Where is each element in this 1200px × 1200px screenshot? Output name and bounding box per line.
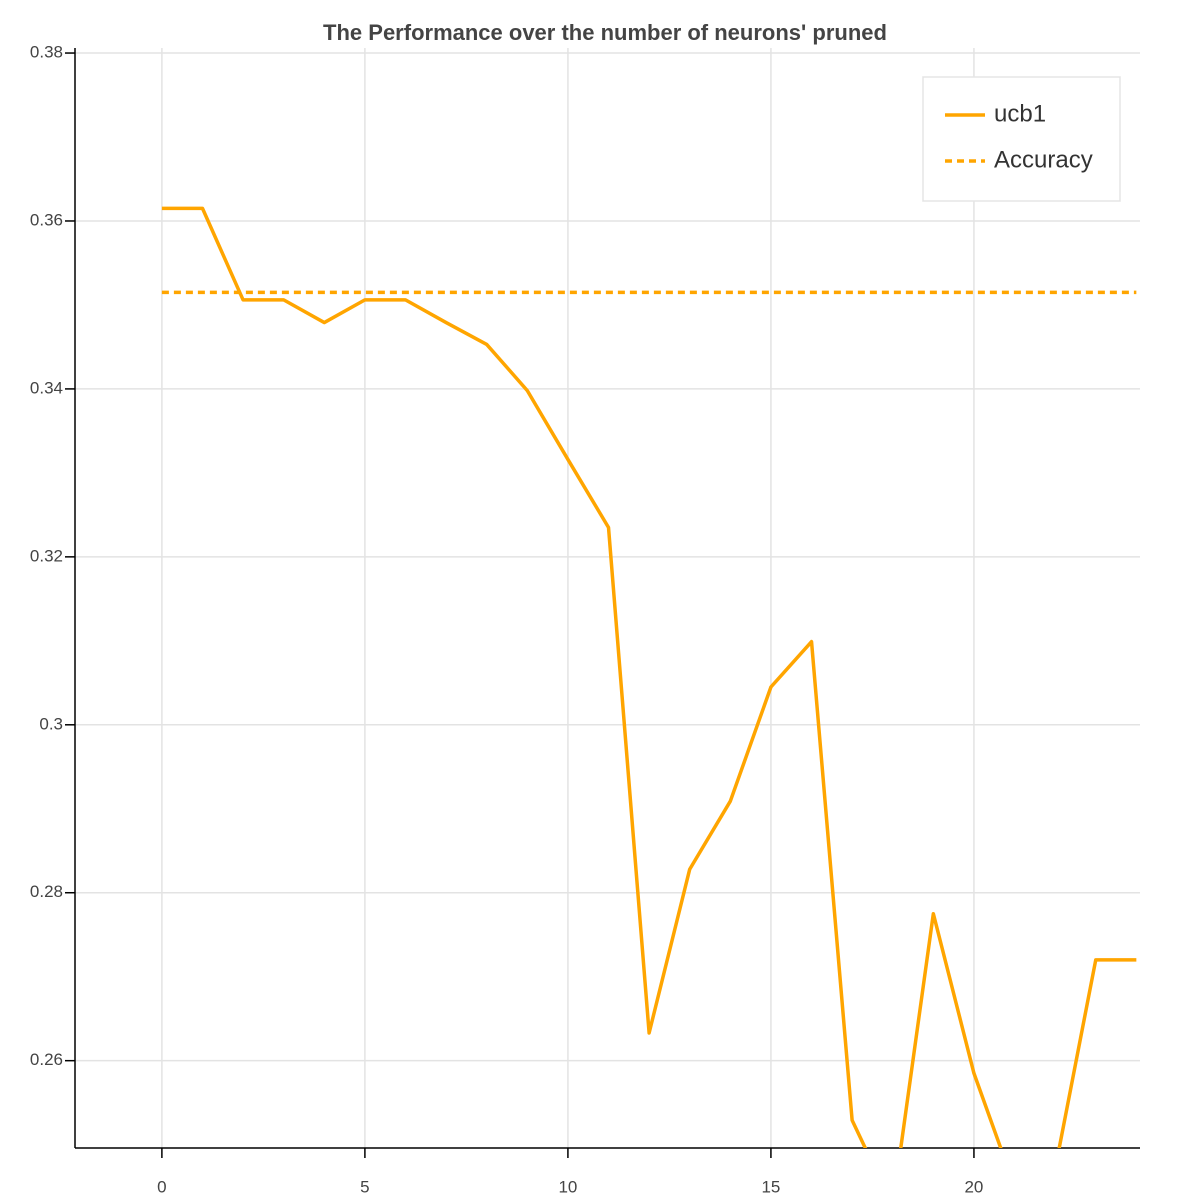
x-tick-label: 15 [761,1177,780,1196]
y-tick-label: 0.34 [30,378,63,397]
x-tick-label: 5 [360,1177,369,1196]
legend-label: ucb1 [994,100,1046,127]
plot-area [161,206,1137,1148]
y-tick-label: 0.32 [30,546,63,565]
y-tick-label: 0.36 [30,210,63,229]
legend-label: Accuracy [994,146,1093,173]
chart-title: The Performance over the number of neuro… [323,20,887,45]
x-tick-label: 10 [558,1177,577,1196]
x-tick-label: 0 [157,1177,166,1196]
x-tick-label: 20 [964,1177,983,1196]
y-tick-label: 0.3 [39,714,63,733]
line-series [161,206,1137,1148]
y-tick-label: 0.38 [30,43,63,62]
y-tick-label: 0.26 [30,1050,63,1069]
legend-box [922,76,1121,202]
y-tick-label: 0.28 [30,882,63,901]
